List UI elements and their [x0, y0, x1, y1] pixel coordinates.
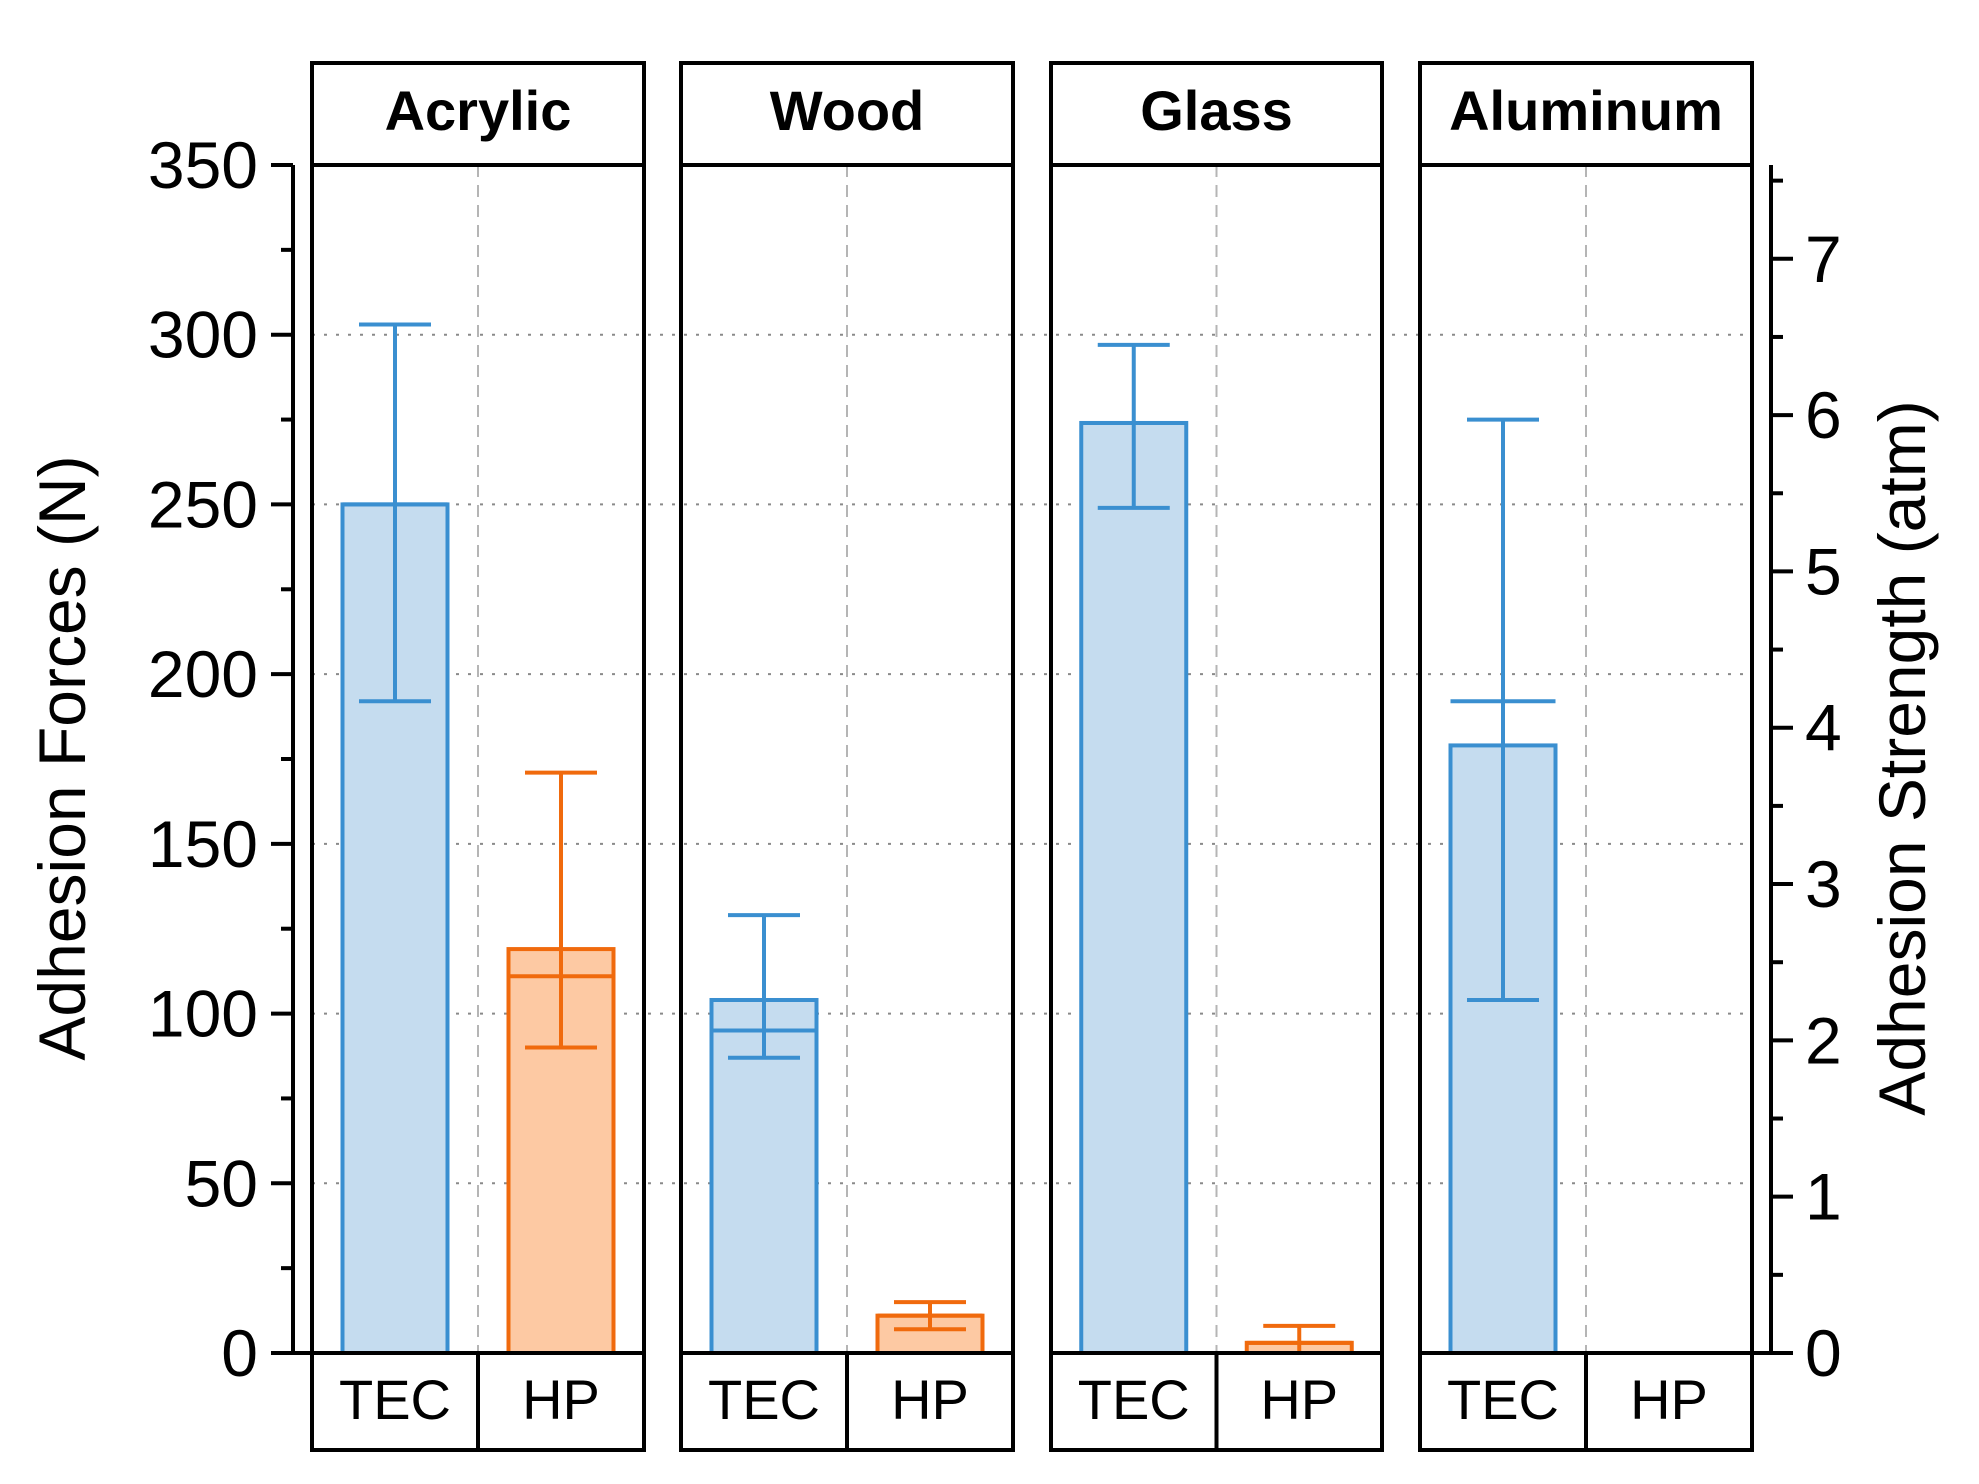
- right-tick-label-7: 7: [1805, 222, 1842, 296]
- panel-title-aluminum: Aluminum: [1449, 79, 1723, 142]
- left-y-axis: 0 50 100 150 200 250 300 350: [148, 128, 312, 1390]
- bars-layer: [340, 322, 1558, 1356]
- category-label-acrylic-hp: HP: [522, 1368, 600, 1431]
- right-y-axis: 0 1 2 3 4 5 6 7: [1752, 165, 1842, 1390]
- panel-title-glass: Glass: [1140, 79, 1293, 142]
- left-tick-label-50: 50: [185, 1146, 258, 1220]
- left-tick-label-250: 250: [148, 467, 258, 541]
- left-tick-label-150: 150: [148, 807, 258, 881]
- left-tick-label-300: 300: [148, 298, 258, 372]
- right-tick-label-3: 3: [1805, 847, 1842, 921]
- left-tick-label-350: 350: [148, 128, 258, 202]
- right-tick-label-5: 5: [1805, 534, 1842, 608]
- y-axis-title: Adhesion Forces (N): [25, 455, 99, 1060]
- left-tick-label-100: 100: [148, 977, 258, 1051]
- left-tick-label-0: 0: [221, 1316, 258, 1390]
- y2-axis-title: Adhesion Strength (atm): [1865, 400, 1939, 1115]
- category-label-aluminum-hp: HP: [1630, 1368, 1708, 1431]
- right-tick-label-1: 1: [1805, 1160, 1842, 1234]
- category-label-glass-tec: TEC: [1078, 1368, 1190, 1431]
- category-label-glass-hp: HP: [1260, 1368, 1338, 1431]
- category-label-aluminum-tec: TEC: [1447, 1368, 1559, 1431]
- left-tick-label-200: 200: [148, 637, 258, 711]
- right-tick-label-4: 4: [1805, 691, 1842, 765]
- category-label-acrylic-tec: TEC: [339, 1368, 451, 1431]
- bar-glass-tec: [1079, 420, 1189, 1356]
- right-tick-label-6: 6: [1805, 378, 1842, 452]
- category-label-wood-hp: HP: [891, 1368, 969, 1431]
- right-tick-label-2: 2: [1805, 1003, 1842, 1077]
- category-label-wood-tec: TEC: [708, 1368, 820, 1431]
- panel-title-acrylic: Acrylic: [385, 79, 572, 142]
- panel-title-wood: Wood: [770, 79, 924, 142]
- panel-frames: Acrylic TEC HP Wood TEC HP Glass TEC HP Aluminum T…: [310, 61, 1754, 1452]
- right-tick-label-0: 0: [1805, 1316, 1842, 1390]
